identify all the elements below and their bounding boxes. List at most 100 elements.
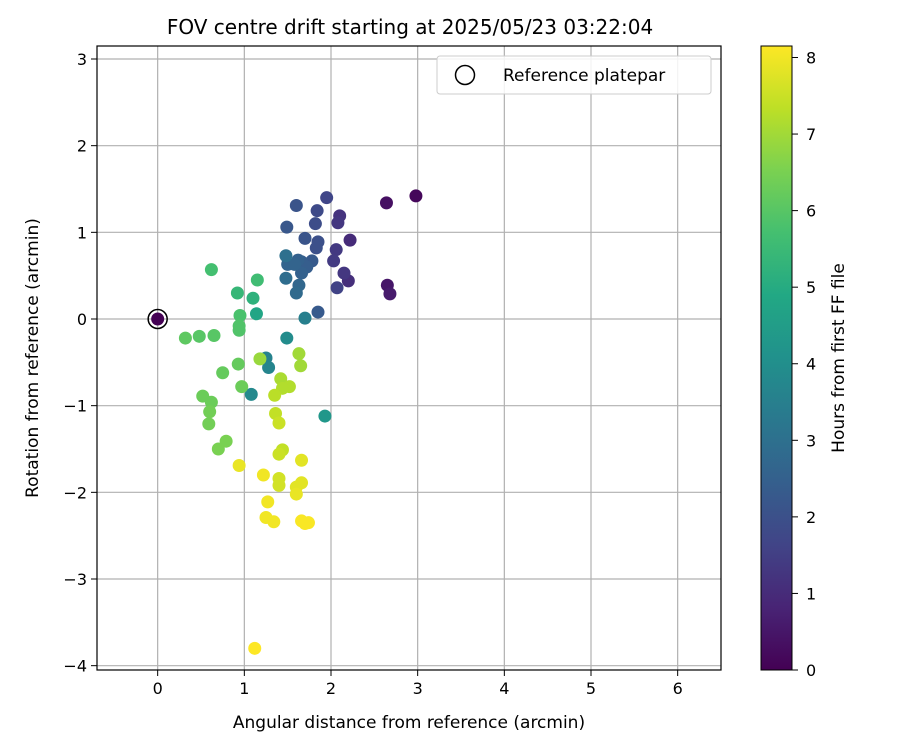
colorbar-tick-label: 3: [806, 431, 816, 450]
data-point: [203, 405, 217, 419]
colorbar-tick-label: 6: [806, 202, 816, 221]
colorbar-tick-label: 5: [806, 278, 816, 297]
y-tick-label: −4: [63, 657, 87, 676]
data-points: [151, 189, 423, 655]
data-point: [211, 442, 225, 456]
y-tick-label: 3: [77, 50, 87, 69]
data-point: [216, 366, 230, 380]
data-point: [256, 468, 270, 482]
data-point: [249, 307, 263, 321]
data-point: [232, 458, 246, 472]
legend-box: [436, 55, 712, 95]
legend: Reference platepar: [436, 55, 712, 95]
colorbar-tick-label: 7: [806, 125, 816, 144]
x-axis-label: Angular distance from reference (arcmin): [233, 713, 585, 733]
data-point: [298, 231, 312, 245]
colorbar-label: Hours from first FF file: [829, 263, 849, 453]
data-point: [262, 361, 276, 375]
colorbar-tick-label: 0: [806, 661, 816, 680]
data-point: [318, 409, 332, 423]
reference-marker: [147, 308, 168, 330]
colorbar-tick-label: 8: [806, 48, 816, 67]
data-point: [253, 352, 267, 366]
data-point: [279, 249, 293, 263]
data-point: [280, 220, 294, 234]
y-tick-label: 2: [77, 137, 87, 156]
data-point: [192, 329, 206, 343]
data-point: [288, 257, 302, 271]
data-point: [272, 478, 286, 492]
x-tick-label: 2: [326, 679, 336, 698]
reference-point: [151, 312, 165, 326]
data-point: [294, 359, 308, 373]
colorbar-tick-label: 4: [806, 355, 816, 374]
data-point: [250, 273, 264, 287]
data-point: [248, 641, 262, 655]
data-point: [235, 380, 249, 394]
data-point: [301, 516, 315, 530]
data-point: [329, 243, 343, 257]
x-tick-label: 4: [499, 679, 509, 698]
data-point: [232, 323, 246, 337]
chart-title: FOV centre drift starting at 2025/05/23 …: [167, 15, 653, 39]
data-point: [331, 216, 345, 230]
data-point: [244, 387, 258, 401]
data-point: [280, 331, 294, 345]
colorbar-tick-label: 1: [806, 584, 816, 603]
y-axis-label: Rotation from reference (arcmin): [23, 218, 43, 498]
data-point: [292, 347, 306, 361]
y-tick-label: −1: [63, 397, 87, 416]
data-point: [343, 233, 357, 247]
data-point: [289, 198, 303, 212]
data-point: [246, 291, 260, 305]
colorbar: [760, 45, 793, 671]
data-point: [309, 241, 323, 255]
data-point: [298, 311, 312, 325]
data-point: [268, 388, 282, 402]
data-point: [311, 305, 325, 319]
y-tick-label: 0: [77, 310, 87, 329]
grid: [97, 46, 721, 670]
colorbar-tick-label: 2: [806, 508, 816, 527]
data-point: [327, 254, 341, 268]
y-tick-label: −2: [63, 483, 87, 502]
data-point: [231, 357, 245, 371]
data-point: [272, 447, 286, 461]
data-point: [204, 263, 218, 277]
data-point: [320, 191, 334, 205]
data-point: [267, 515, 281, 529]
data-point: [230, 286, 244, 300]
x-tick-label: 5: [586, 679, 596, 698]
data-point: [295, 476, 309, 490]
plot-frame: [96, 45, 722, 671]
data-point: [308, 217, 322, 231]
colorbar-ticks: 0 1 2 3 4 5 6 7 8: [792, 48, 816, 680]
x-tick-label: 6: [673, 679, 683, 698]
x-axis-ticks: 0 1 2 3 4 5 6: [153, 670, 683, 698]
y-tick-label: −3: [63, 570, 87, 589]
y-axis-ticks: −4 −3 −2 −1 0 1 2 3: [63, 50, 97, 676]
y-tick-label: 1: [77, 223, 87, 242]
data-point: [233, 309, 247, 323]
data-point: [289, 487, 303, 501]
data-point: [330, 281, 344, 295]
data-point: [379, 196, 393, 210]
data-point: [337, 266, 351, 280]
data-point: [409, 189, 423, 203]
data-point: [207, 328, 221, 342]
data-point: [289, 286, 303, 300]
data-point: [295, 453, 309, 467]
x-tick-label: 0: [153, 679, 163, 698]
data-point: [310, 204, 324, 218]
data-point: [383, 287, 397, 301]
data-point: [279, 271, 293, 285]
legend-marker: [454, 64, 476, 86]
legend-label: Reference platepar: [503, 66, 665, 86]
data-point: [261, 495, 275, 509]
data-point: [295, 266, 309, 280]
data-point: [178, 331, 192, 345]
x-tick-label: 1: [239, 679, 249, 698]
data-point: [272, 416, 286, 430]
x-tick-label: 3: [413, 679, 423, 698]
